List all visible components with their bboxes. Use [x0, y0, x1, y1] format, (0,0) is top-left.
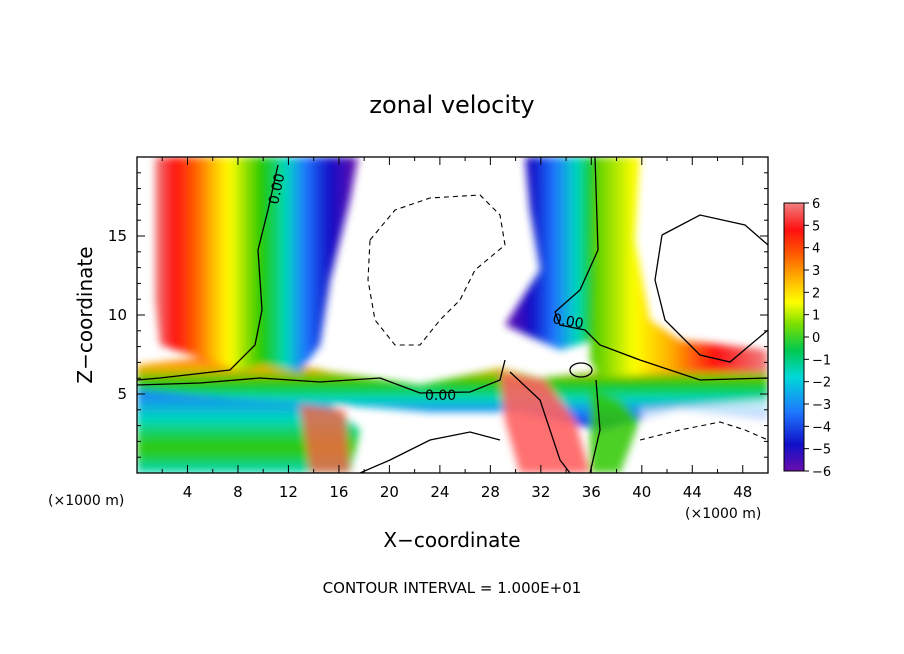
- colorbar-tick-label: −2: [812, 376, 831, 391]
- zero-contour-lower: [509, 371, 571, 473]
- contour-lines: [137, 157, 768, 473]
- y-axis-ticks: 5 10 15: [108, 172, 768, 458]
- colorbar-ticks: 6 5 4 3 2 1 0 −1 −2 −3 −4 −5 −6: [804, 197, 831, 480]
- x-tick-label: 44: [683, 483, 702, 501]
- x-tick-label: 36: [582, 483, 601, 501]
- colorbar-tick-label: 4: [812, 242, 820, 257]
- colorbar-tick-label: 0: [812, 331, 820, 346]
- x-tick-label: 48: [733, 483, 752, 501]
- zero-contour-right: [554, 157, 768, 381]
- zero-contour-bottom: [359, 431, 501, 473]
- x-tick-label: 28: [481, 483, 500, 501]
- warm-streak-mid: [300, 405, 350, 473]
- y-axis-title: Z−coordinate: [73, 246, 97, 383]
- zero-contour-left: [137, 164, 279, 381]
- y-tick-label: 15: [108, 227, 127, 245]
- cold-column-right: [505, 157, 595, 350]
- colorbar-tick-label: 5: [812, 219, 820, 234]
- x-axis-ticks: 4 8 12 16 20 24 28 32 36 40 44 48: [161, 157, 752, 501]
- x-tick-label: 8: [233, 483, 243, 501]
- blue-lower-right: [640, 400, 768, 473]
- colorbar-tick-label: 3: [812, 264, 820, 279]
- dashed-contours: [367, 194, 768, 441]
- x-unit-left: (×1000 m): [48, 493, 124, 509]
- contour-label-left: 0.00: [266, 172, 288, 206]
- chart-title: zonal velocity: [369, 91, 534, 119]
- y-tick-label: 10: [108, 306, 127, 324]
- velocity-field: [137, 157, 768, 473]
- dashed-contour-upper: [367, 194, 506, 346]
- colorbar-tick-label: 6: [812, 197, 820, 212]
- x-tick-label: 40: [632, 483, 651, 501]
- y-tick-label: 5: [117, 385, 127, 403]
- colorbar-tick-label: −6: [812, 465, 831, 480]
- warm-blob-lower: [500, 372, 590, 473]
- x-tick-label: 16: [329, 483, 348, 501]
- x-tick-label: 20: [380, 483, 399, 501]
- x-tick-label: 32: [531, 483, 550, 501]
- colorbar-tick-label: 2: [812, 286, 820, 301]
- x-unit-right: (×1000 m): [685, 506, 761, 522]
- zero-contour-band: [137, 359, 506, 394]
- zero-contour-vertical: [589, 379, 601, 473]
- contour-interval-note: CONTOUR INTERVAL = 1.000E+01: [323, 579, 582, 597]
- colorbar-tick-label: −3: [812, 398, 831, 413]
- warm-column-right: [590, 157, 768, 378]
- dashed-contour-lower-right: [639, 421, 768, 441]
- colorbar: [783, 202, 805, 472]
- colorbar-tick-label: −4: [812, 420, 831, 435]
- contour-label-right: 0.00: [551, 311, 584, 332]
- closed-contour-small: [569, 362, 593, 378]
- cold-column-left: [262, 157, 358, 372]
- green-tongue: [590, 390, 640, 473]
- zero-contour-rightloop: [654, 214, 768, 363]
- x-tick-label: 24: [430, 483, 449, 501]
- x-tick-label: 4: [183, 483, 193, 501]
- x-axis-title: X−coordinate: [383, 528, 520, 552]
- colorbar-tick-label: −1: [812, 353, 831, 368]
- colorbar-tick-label: 1: [812, 309, 820, 324]
- colorbar-tick-label: −5: [812, 443, 831, 458]
- warm-column-left: [155, 157, 262, 370]
- x-tick-label: 12: [279, 483, 298, 501]
- contour-label-band: 0.00: [425, 388, 456, 404]
